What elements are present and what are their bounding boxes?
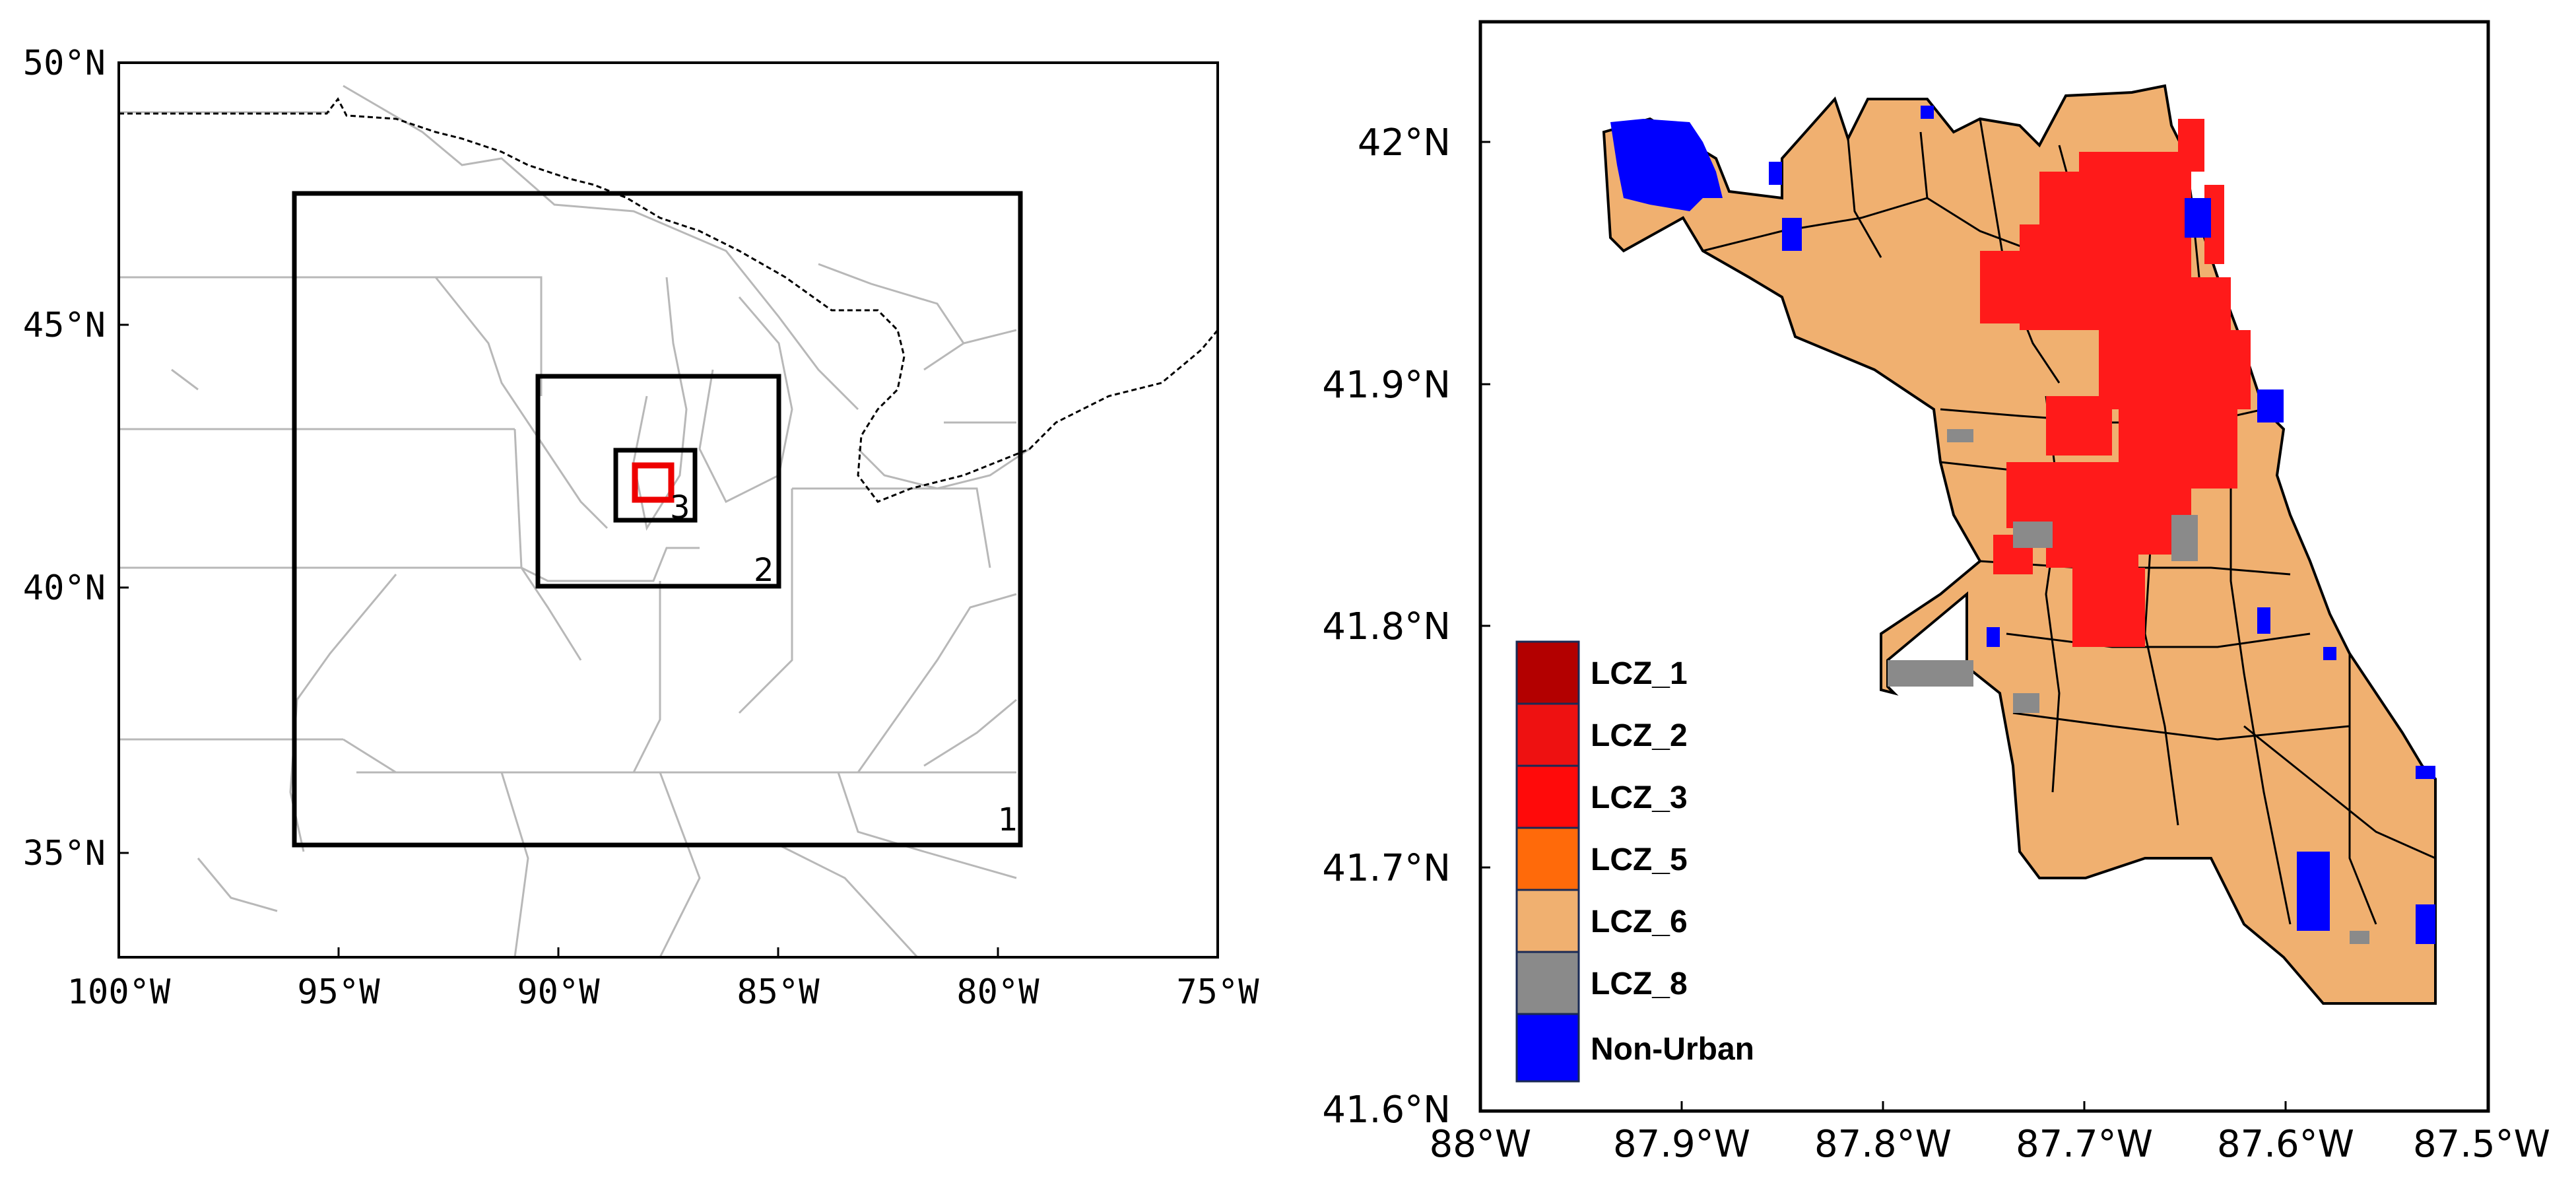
legend-label: LCZ_3: [1591, 780, 1688, 815]
legend-label: Non-Urban: [1591, 1032, 1754, 1067]
domain-2-box: [535, 374, 781, 589]
lcz-legend: LCZ_1 LCZ_2 LCZ_3 LCZ_5 LCZ_6 LCZ_8 Non-…: [1515, 640, 1754, 1083]
lon-tick-label: 87.6°W: [2217, 1123, 2354, 1166]
domain-4-box: [632, 462, 675, 503]
domain-3-label: 3: [670, 489, 690, 526]
lcz8-patches: [1888, 429, 2369, 944]
international-border: [119, 97, 1219, 503]
lon-tick-label: 75°W: [1176, 972, 1259, 1012]
lon-tick-label: 85°W: [737, 972, 820, 1012]
lon-tick-label: 87.8°W: [1814, 1123, 1952, 1166]
lat-tick-label: 41.9°N: [1322, 364, 1451, 407]
legend-label: LCZ_1: [1591, 656, 1688, 691]
right-lon-axis: 88°W 87.9°W 87.8°W 87.7°W 87.6°W 87.5°W: [1430, 1101, 2550, 1166]
legend-swatch-lcz-5: [1515, 827, 1580, 891]
legend-label: LCZ_2: [1591, 718, 1688, 753]
city-lcz-map: [1602, 84, 2437, 1005]
lat-tick-label: 35°N: [23, 834, 106, 873]
right-map: LCZ_1 LCZ_2 LCZ_3 LCZ_5 LCZ_6 LCZ_8 Non-…: [1322, 20, 2550, 1166]
lat-tick-label: 45°N: [23, 306, 106, 345]
lon-tick-label: 90°W: [517, 972, 600, 1012]
lon-tick-label: 80°W: [956, 972, 1040, 1012]
legend-swatch-non-urban: [1515, 1013, 1580, 1083]
lon-tick-label: 87.7°W: [2016, 1123, 2153, 1166]
lon-tick-label: 95°W: [297, 972, 380, 1012]
lon-tick-label: 87.5°W: [2413, 1123, 2550, 1166]
left-lat-axis: 50°N 45°N 40°N 35°N: [23, 44, 129, 873]
legend-swatch-lcz-8: [1515, 951, 1580, 1015]
lcz3-core: [1980, 119, 2251, 647]
lat-tick-label: 40°N: [23, 568, 106, 608]
domain-1-box: [292, 191, 1023, 848]
lon-tick-label: 88°W: [1430, 1123, 1532, 1166]
right-lat-axis: 42°N 41.9°N 41.8°N 41.7°N 41.6°N: [1322, 121, 1490, 1132]
left-lon-axis: 100°W 95°W 90°W 85°W 80°W 75°W: [67, 947, 1259, 1012]
lat-tick-label: 41.7°N: [1322, 847, 1451, 890]
left-map-frame: [117, 61, 1219, 959]
legend-swatch-lcz-1: [1515, 640, 1580, 705]
lon-tick-label: 87.9°W: [1613, 1123, 1750, 1166]
legend-swatch-lcz-2: [1515, 702, 1580, 767]
legend-label: LCZ_5: [1591, 842, 1688, 877]
domain-1-label: 1: [998, 801, 1018, 838]
lat-tick-label: 41.6°N: [1322, 1089, 1451, 1132]
lat-tick-label: 50°N: [23, 44, 106, 83]
legend-label: LCZ_6: [1591, 904, 1688, 939]
legend-swatch-lcz-6: [1515, 889, 1580, 953]
lon-tick-label: 100°W: [67, 972, 171, 1012]
legend-label: LCZ_8: [1591, 966, 1688, 1001]
left-map: 1 2 3 50°N 45°N 40°N 35°N 100°W 95°W 90°…: [23, 44, 1260, 1012]
lat-tick-label: 42°N: [1358, 121, 1451, 164]
non-urban-patches: [1610, 106, 2435, 944]
domain-2-label: 2: [754, 552, 774, 589]
lat-tick-label: 41.8°N: [1322, 605, 1451, 648]
domain-3-box: [613, 448, 698, 523]
legend-swatch-lcz-3: [1515, 764, 1580, 829]
state-boundaries: [119, 84, 1030, 959]
